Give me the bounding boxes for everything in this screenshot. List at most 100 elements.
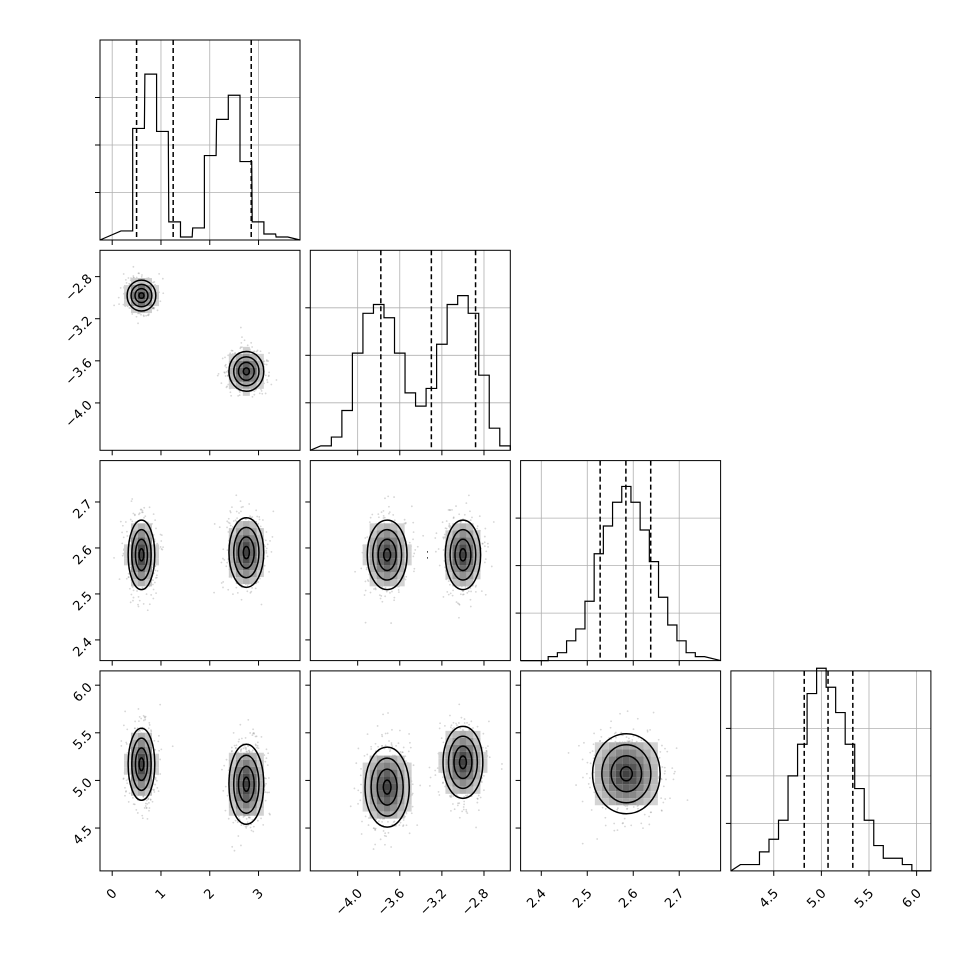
scatter-point	[150, 730, 153, 733]
scatter-point	[242, 747, 245, 750]
scatter-point	[263, 363, 266, 366]
scatter-point	[218, 526, 221, 529]
scatter-point	[258, 392, 261, 395]
scatter-point	[248, 816, 250, 819]
scatter-point	[222, 581, 225, 583]
density-block	[362, 544, 370, 552]
scatter-point	[388, 511, 391, 514]
scatter-point	[266, 555, 269, 558]
scatter-point	[404, 522, 407, 525]
density-block	[130, 285, 138, 293]
scatter-point	[359, 774, 362, 777]
density-block	[144, 746, 152, 754]
scatter-point	[220, 382, 223, 385]
density-block	[249, 535, 257, 543]
density-block	[137, 544, 145, 552]
density-block	[459, 551, 467, 559]
scatter-point	[233, 849, 236, 852]
density-block	[123, 544, 131, 552]
density-block	[256, 374, 264, 382]
scatter-point	[125, 743, 128, 745]
scatter-point	[238, 394, 241, 397]
x-tick-label: 4.5	[757, 886, 782, 911]
scatter-point	[474, 590, 477, 593]
scatter-point	[483, 541, 486, 544]
scatter-point	[484, 593, 487, 596]
scatter-point	[263, 564, 266, 567]
density-block	[144, 299, 152, 307]
density-block	[235, 521, 243, 529]
scatter-point	[138, 599, 141, 602]
scatter-point	[357, 747, 360, 750]
scatter-point	[131, 796, 134, 799]
scatter-point	[481, 542, 484, 545]
scatter-point	[135, 315, 138, 318]
scatter-point	[390, 521, 393, 524]
scatter-point	[241, 346, 243, 349]
density-block	[473, 544, 481, 552]
scatter-point	[254, 735, 257, 738]
density-block	[242, 766, 250, 774]
scatter-point	[265, 748, 268, 751]
scatter-point	[222, 548, 225, 551]
density-block	[390, 537, 398, 545]
density-block	[459, 572, 467, 580]
scatter-point	[387, 831, 390, 834]
density-block	[137, 565, 145, 573]
density-block	[144, 767, 152, 775]
density-block	[383, 530, 391, 538]
density-block	[144, 788, 152, 796]
scatter-point	[248, 503, 251, 505]
scatter-point	[490, 565, 493, 568]
scatter-point	[409, 741, 411, 744]
scatter-point	[237, 835, 240, 837]
scatter-point	[227, 817, 230, 820]
scatter-point	[155, 527, 157, 530]
density-block	[151, 558, 159, 566]
scatter-point	[377, 745, 380, 748]
scatter-point	[232, 520, 235, 522]
scatter-point	[237, 394, 240, 397]
scatter-point	[226, 520, 229, 523]
scatter-point	[135, 276, 138, 279]
scatter-point	[143, 506, 146, 509]
scatter-point	[147, 727, 150, 730]
contour-level-1	[232, 754, 260, 814]
density-block	[228, 374, 236, 382]
scatter-point	[245, 750, 248, 753]
scatter-point	[461, 593, 464, 596]
scatter-point	[137, 272, 140, 275]
scatter-point	[152, 307, 155, 309]
scatter-point	[442, 596, 445, 598]
density-block	[144, 565, 152, 573]
scatter-point	[231, 845, 234, 848]
contour-level-3	[459, 548, 467, 562]
scatter-point	[398, 824, 401, 827]
contour-level-2	[454, 538, 472, 572]
scatter-point	[223, 764, 226, 767]
scatter-point	[382, 830, 385, 832]
contour-level-2	[134, 538, 149, 572]
scatter-point	[381, 744, 383, 747]
scatter-point	[267, 374, 270, 377]
contour-level-1	[371, 528, 403, 581]
density-block	[242, 570, 250, 578]
scatter-point	[251, 734, 254, 737]
density-block	[362, 558, 370, 566]
scatter-point	[484, 527, 487, 530]
density-block	[466, 537, 474, 545]
scatter-point	[157, 740, 160, 743]
scatter-point	[147, 314, 150, 317]
density-block	[397, 530, 405, 538]
scatter-point	[455, 601, 458, 603]
scatter-point	[458, 513, 461, 516]
scatter-point	[462, 593, 465, 596]
y-tick-label: 2.5	[70, 589, 95, 614]
scatter-point	[398, 729, 401, 732]
y-tick-label: −3.6	[63, 356, 96, 389]
density-panel-1-0: −4.0−3.6−3.2−2.8	[63, 249, 301, 456]
scatter-point	[391, 590, 393, 593]
density-block	[144, 523, 152, 531]
scatter-point	[374, 588, 377, 591]
